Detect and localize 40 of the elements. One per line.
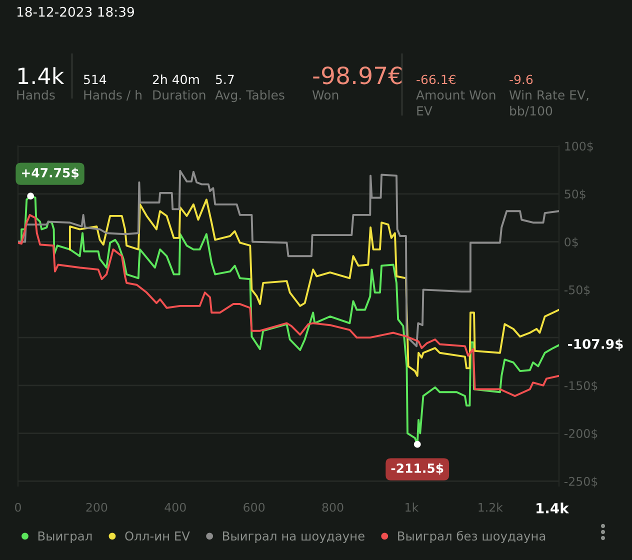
annotation: -211.5$ bbox=[391, 463, 444, 475]
text: Win Rate EV, bb/100 bbox=[509, 90, 588, 117]
x-tick-label: 1.2k bbox=[478, 502, 503, 512]
line-series bbox=[18, 214, 559, 397]
line-series bbox=[18, 170, 559, 348]
text: Won bbox=[312, 90, 338, 100]
text: 5.7 bbox=[216, 74, 234, 84]
chart-title: 18-12-2023 18:39 bbox=[17, 6, 134, 17]
line-series bbox=[68, 198, 559, 377]
y-tick-label: -200$ bbox=[564, 428, 598, 440]
legend-label: Выиграл на шоудауне bbox=[222, 532, 364, 543]
text: -98.97€ bbox=[313, 66, 402, 84]
text: Duration bbox=[153, 90, 206, 100]
text: -66.1€ bbox=[416, 74, 456, 84]
text: 514 bbox=[84, 74, 106, 84]
text: Amount Won EV bbox=[416, 90, 496, 116]
y-tick-label: -250$ bbox=[564, 476, 598, 488]
text: 1.4k bbox=[18, 67, 64, 84]
y-tick-label: -150$ bbox=[564, 380, 598, 392]
x-tick-label: 200 bbox=[86, 502, 108, 512]
text: Hands / h bbox=[84, 90, 142, 101]
x-tick-label: 600 bbox=[244, 502, 265, 512]
text: -9.6 bbox=[510, 74, 533, 84]
y-tick-label: -50$ bbox=[564, 285, 590, 296]
y-tick-label: 50$ bbox=[564, 189, 586, 200]
legend-label: Олл-ин EV bbox=[125, 531, 190, 541]
x-tick-label: 400 bbox=[164, 502, 186, 512]
y-tick-label: 0$ bbox=[564, 237, 578, 248]
text: Avg. Tables bbox=[215, 90, 284, 102]
x-tick-label: 1k bbox=[406, 502, 419, 512]
x-tick-label: 0 bbox=[15, 502, 21, 512]
legend-label: Выиграл bbox=[38, 532, 92, 543]
y-tick-label: 100$ bbox=[565, 142, 593, 152]
legend-label: Выиграл без шоудауна bbox=[398, 530, 546, 543]
x-tick-label: 1.4k bbox=[536, 502, 570, 514]
x-tick-label: 800 bbox=[322, 502, 344, 512]
text: 2h 40m bbox=[152, 74, 199, 84]
annotation: -107.9$ bbox=[568, 338, 623, 351]
text: Hands bbox=[17, 90, 55, 100]
annotation: +47.75$ bbox=[22, 168, 79, 180]
